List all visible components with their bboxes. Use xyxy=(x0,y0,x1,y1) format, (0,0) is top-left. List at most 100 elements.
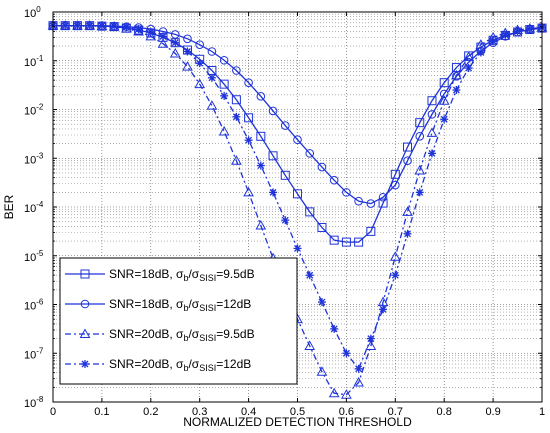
circle-marker xyxy=(427,110,437,119)
x-tick-label: 0.2 xyxy=(143,406,158,418)
legend-entry: SNR=18dB, σb/σSISI=12dB xyxy=(65,297,251,313)
star-marker xyxy=(476,48,485,57)
star-marker xyxy=(220,91,229,100)
star-marker xyxy=(513,27,522,36)
triangle-marker xyxy=(438,95,450,105)
x-axis-label: NORMALIZED DETECTION THRESHOLD xyxy=(183,415,412,429)
circle-marker xyxy=(293,135,302,145)
triangle-marker xyxy=(243,186,254,197)
y-tick-label: 10-5 xyxy=(24,249,44,264)
square-marker xyxy=(317,222,327,232)
square-marker xyxy=(366,226,376,236)
square-marker xyxy=(231,95,241,105)
series-4 xyxy=(49,21,546,373)
circle-marker xyxy=(183,34,192,44)
circle-marker xyxy=(268,106,278,116)
x-tick-label: 0.9 xyxy=(485,406,500,418)
legend-label: SNR=20dB, σb/σSISI=12dB xyxy=(109,357,251,373)
square-marker xyxy=(280,170,290,180)
triangle-marker xyxy=(475,39,487,49)
circle-marker xyxy=(207,47,217,56)
triangle-marker xyxy=(231,155,242,165)
circle-marker xyxy=(317,162,327,172)
y-tick-labels: 100 10-1 10-2 10-3 10-4 10-5 10-6 10-7 10-8 xyxy=(24,5,44,410)
star-marker xyxy=(171,38,180,47)
triangle-marker xyxy=(353,376,364,387)
star-marker xyxy=(134,25,143,34)
y-tick-label: 10-3 xyxy=(24,151,44,166)
square-marker xyxy=(403,142,413,152)
legend-label: SNR=18dB, σb/σSISI=9.5dB xyxy=(109,267,255,283)
triangle-marker xyxy=(414,164,426,175)
star-marker xyxy=(146,27,155,36)
x-tick-label: 0.8 xyxy=(437,406,452,418)
circle-marker xyxy=(280,121,290,130)
square-marker xyxy=(293,189,302,199)
square-marker xyxy=(439,78,449,88)
star-marker xyxy=(489,37,498,46)
y-tick-label: 10-7 xyxy=(24,346,44,361)
x-tick-labels: 0 0.1 0.2 0.3 0.4 0.5 0.6 0.7 0.8 0.9 1 xyxy=(50,406,545,418)
square-marker xyxy=(80,269,90,279)
star-marker xyxy=(317,298,326,307)
legend-box xyxy=(59,257,298,385)
circle-marker xyxy=(415,132,425,141)
triangle-marker xyxy=(182,61,193,71)
triangle-marker xyxy=(451,69,462,80)
star-marker xyxy=(366,334,375,343)
circle-marker xyxy=(305,149,315,158)
square-marker xyxy=(244,113,254,123)
star-marker xyxy=(159,32,168,41)
circle-marker xyxy=(256,92,266,101)
star-marker xyxy=(342,349,351,358)
legend-entry: SNR=18dB, σb/σSISI=9.5dB xyxy=(65,267,255,283)
x-tick-label: 1 xyxy=(539,406,545,418)
star-marker xyxy=(73,21,82,30)
circle-marker xyxy=(378,192,388,202)
square-marker xyxy=(256,131,266,141)
circle-marker xyxy=(329,175,339,185)
square-marker xyxy=(354,237,364,247)
circle-marker xyxy=(170,30,180,39)
circle-marker xyxy=(80,299,90,309)
star-marker xyxy=(452,86,461,94)
star-marker xyxy=(207,73,216,82)
y-tick-label: 10-4 xyxy=(24,200,44,215)
circle-marker xyxy=(244,78,253,87)
star-marker xyxy=(281,216,290,225)
circle-marker xyxy=(195,40,204,49)
circle-marker xyxy=(452,72,461,81)
star-marker xyxy=(97,21,106,30)
y-axis-label: BER xyxy=(2,194,16,219)
x-tick-label: 0 xyxy=(50,406,56,418)
star-marker xyxy=(391,271,400,280)
axis-ticks xyxy=(52,11,543,403)
star-marker xyxy=(501,30,510,39)
triangle-marker xyxy=(402,206,413,216)
star-marker xyxy=(440,115,449,124)
y-tick-label: 10-8 xyxy=(24,395,44,410)
triangle-marker xyxy=(316,366,328,376)
star-marker xyxy=(525,25,534,34)
circle-marker xyxy=(403,156,412,165)
x-tick-label: 0.7 xyxy=(388,406,403,418)
square-marker xyxy=(268,151,278,161)
triangle-marker xyxy=(206,100,218,110)
star-marker xyxy=(81,360,89,368)
square-marker xyxy=(341,237,351,247)
star-marker xyxy=(305,271,314,280)
square-marker xyxy=(390,169,400,179)
star-marker xyxy=(330,324,339,333)
triangle-marker xyxy=(218,125,230,136)
triangle-marker xyxy=(304,340,316,350)
square-marker xyxy=(378,198,388,208)
circle-marker xyxy=(439,89,449,99)
star-marker xyxy=(427,149,436,158)
triangle-marker xyxy=(157,38,169,48)
star-marker xyxy=(256,161,265,170)
x-tick-label: 0.4 xyxy=(241,406,256,418)
star-marker xyxy=(195,59,204,68)
triangle-marker xyxy=(194,78,206,89)
star-marker xyxy=(244,136,253,145)
